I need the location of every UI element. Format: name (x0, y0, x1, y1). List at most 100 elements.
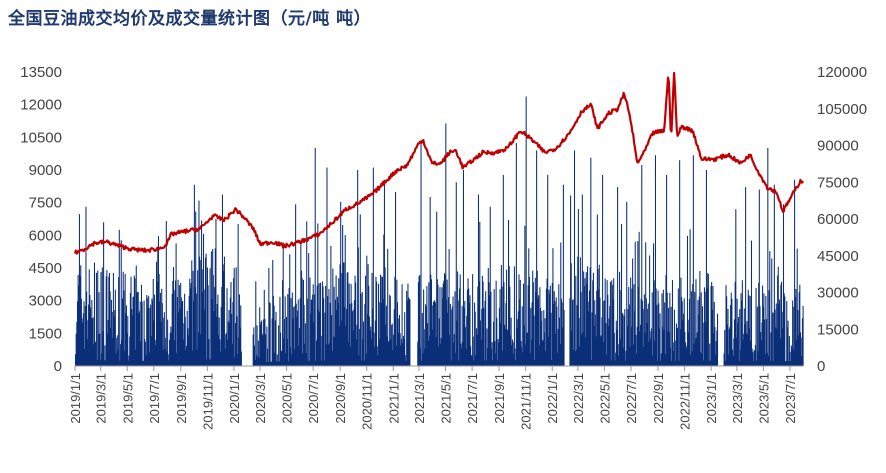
volume-bar (307, 360, 309, 366)
volume-bar (403, 338, 405, 366)
volume-bar (742, 339, 744, 366)
volume-bar (788, 361, 790, 366)
volume-bar (140, 284, 143, 366)
volume-bar (449, 335, 451, 366)
volume-bar (364, 304, 366, 366)
volume-bar (421, 360, 423, 366)
volume-bar (199, 256, 201, 366)
volume-bar (752, 360, 754, 366)
volume-bar (774, 309, 776, 366)
volume-bar (521, 347, 523, 366)
volume-bar (754, 345, 756, 366)
x-tick-label: 2021/7/1 (465, 373, 480, 424)
volume-bar (746, 321, 748, 366)
volume-bar (112, 311, 114, 366)
x-tick-label: 2020/5/1 (280, 373, 295, 424)
volume-bar (535, 292, 537, 366)
volume-bar (174, 280, 176, 366)
volume-bar (310, 313, 312, 366)
volume-bar (455, 182, 457, 366)
volume-bar (608, 318, 610, 366)
volume-bar (201, 269, 203, 366)
volume-bar (419, 348, 421, 366)
volume-bar (84, 306, 86, 366)
volume-bar (474, 311, 476, 366)
volume-bar (781, 311, 783, 366)
volume-bar (166, 351, 168, 366)
volume-bar (115, 353, 117, 366)
volume-bar (613, 332, 615, 366)
volume-bar (193, 300, 195, 366)
volume-bar (293, 349, 295, 366)
volume-bar (756, 306, 758, 366)
volume-bar (759, 306, 761, 366)
volume-bar (137, 291, 139, 366)
volume-bar (615, 352, 617, 366)
volume-bar (113, 316, 115, 366)
volume-bar (688, 299, 690, 366)
x-tick-label: 2019/9/1 (174, 373, 189, 424)
volume-bar (745, 187, 747, 366)
x-tick-label: 2023/1/1 (704, 373, 719, 424)
volume-bar (228, 309, 230, 366)
volume-bar (656, 360, 658, 366)
volume-bar (164, 348, 166, 366)
volume-bar (713, 301, 715, 366)
volume-bar (299, 298, 301, 366)
volume-bar (148, 295, 150, 366)
volume-bar (215, 219, 217, 366)
x-tick-label: 2019/11/1 (200, 373, 215, 430)
volume-bar (267, 348, 269, 366)
volume-bar (511, 339, 513, 366)
volume-bar (728, 354, 730, 366)
volume-bar (200, 334, 202, 366)
volume-bar (379, 339, 381, 366)
volume-bar (152, 300, 154, 366)
volume-bar (700, 292, 702, 366)
volume-bar (615, 320, 617, 366)
volume-bar (400, 338, 402, 366)
volume-bar (525, 96, 527, 366)
volume-bar (786, 327, 788, 366)
volume-bar (741, 300, 743, 366)
volume-bar (100, 272, 102, 366)
volume-bar (170, 326, 172, 366)
y-right-tick-label: 105000 (817, 101, 867, 118)
volume-bar (101, 267, 103, 366)
volume-bar (730, 305, 732, 366)
volume-bar (284, 318, 286, 366)
volume-bar (168, 360, 170, 366)
volume-bar (133, 275, 135, 366)
volume-bar (479, 221, 481, 366)
volume-bar (425, 306, 427, 366)
volume-bar (689, 229, 691, 366)
volume-bar (503, 282, 505, 366)
volume-bar (735, 209, 737, 366)
volume-bar (116, 335, 118, 366)
volume-bar (733, 319, 736, 366)
volume-bar (198, 200, 200, 366)
volume-bar (137, 291, 139, 366)
volume-bar (258, 357, 260, 366)
volume-bar (626, 201, 628, 366)
volume-bar (169, 339, 171, 366)
volume-bar (743, 308, 745, 366)
volume-bar (612, 299, 614, 366)
volume-bar (502, 174, 504, 366)
volume-bar (702, 360, 704, 366)
volume-bar (333, 286, 335, 366)
volume-bar (377, 355, 379, 366)
volume-bar (176, 352, 178, 366)
x-tick-label: 2022/7/1 (624, 373, 639, 424)
volume-bar (551, 282, 553, 366)
volume-bar (544, 318, 546, 366)
volume-bar (604, 300, 606, 366)
volume-bar (102, 331, 104, 366)
volume-bar (622, 313, 624, 366)
x-tick-label: 2022/11/1 (678, 373, 693, 430)
volume-bar (658, 328, 660, 366)
volume-bar (131, 315, 133, 366)
volume-bar (499, 289, 501, 366)
volume-bar (517, 319, 519, 366)
volume-bar (268, 302, 271, 366)
